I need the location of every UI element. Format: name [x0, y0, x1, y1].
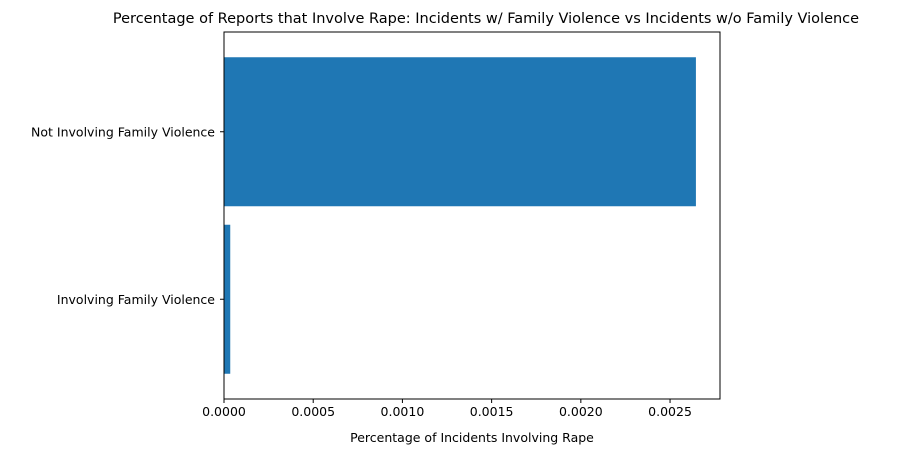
- chart-title: Percentage of Reports that Involve Rape:…: [113, 11, 859, 27]
- y-tick-label: Not Involving Family Violence: [31, 124, 215, 139]
- bar-involving-family-violence: [224, 224, 231, 374]
- x-tick-label: 0.0020: [559, 404, 603, 419]
- x-tick-label: 0.0000: [202, 404, 246, 419]
- x-axis: 0.0000 0.0005 0.0010 0.0015 0.0020 0.0025: [202, 399, 692, 419]
- x-axis-label: Percentage of Incidents Involving Rape: [350, 430, 594, 445]
- bar-not-involving-family-violence: [224, 57, 696, 207]
- x-tick-label: 0.0015: [470, 404, 514, 419]
- plot-area: [224, 57, 696, 374]
- x-tick-label: 0.0025: [648, 404, 692, 419]
- y-tick-label: Involving Family Violence: [57, 292, 215, 307]
- x-tick-label: 0.0010: [381, 404, 425, 419]
- y-axis: Involving Family Violence Not Involving F…: [31, 124, 224, 307]
- plot-frame: [223, 31, 721, 400]
- x-tick-label: 0.0005: [291, 404, 335, 419]
